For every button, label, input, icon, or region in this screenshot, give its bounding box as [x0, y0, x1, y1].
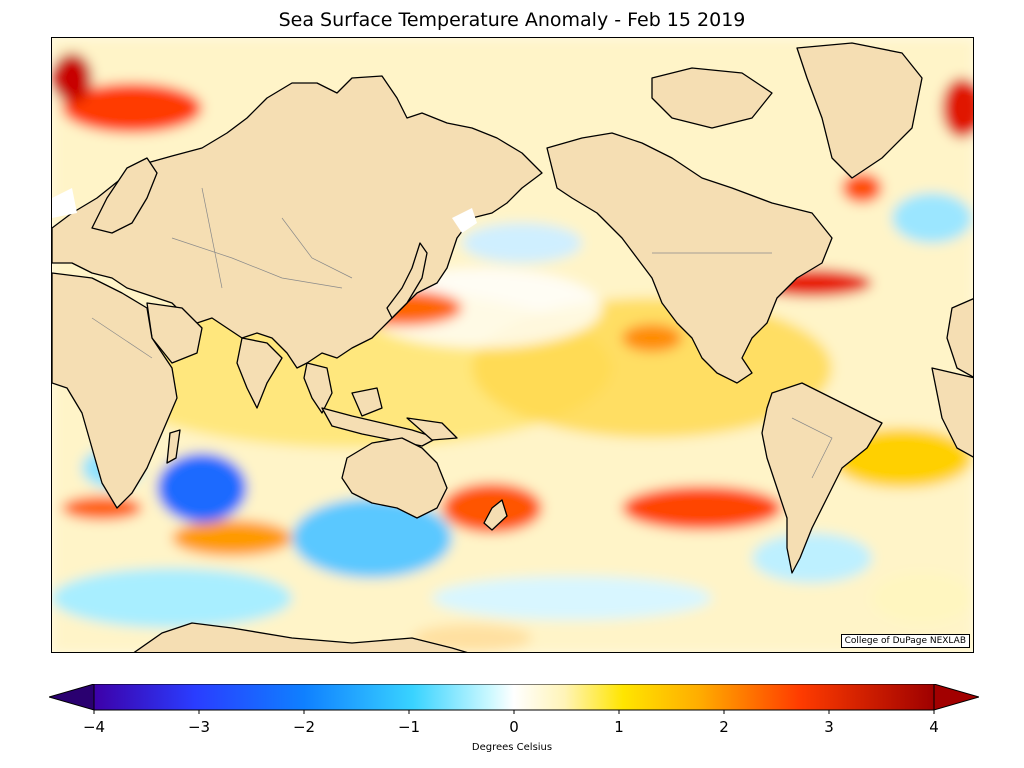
south-america	[761, 382, 883, 574]
colorbar-tick-label: −2	[293, 718, 315, 736]
colorbar-ticks: −4 −3 −2 −1 0 1 2 3 4	[83, 710, 939, 736]
country-borders	[91, 187, 833, 479]
land-masses	[52, 42, 973, 652]
colorbar-tick-label: 4	[929, 718, 939, 736]
africa-right	[931, 367, 973, 458]
sea-ice	[52, 188, 477, 233]
colorbar-gradient	[93, 684, 935, 711]
colorbar-label: Degrees Celsius	[471, 742, 553, 753]
india	[236, 337, 283, 409]
map-canvas	[52, 38, 973, 652]
europe-right	[946, 298, 973, 378]
indochina	[303, 362, 333, 414]
australia	[341, 437, 448, 519]
colorbar-tick-label: −3	[188, 718, 210, 736]
colorbar-tick-label: 3	[824, 718, 834, 736]
colorbar: −4 −3 −2 −1 0 1 2 3 4	[49, 684, 979, 736]
north-america	[546, 132, 833, 384]
arctic-islands	[651, 67, 773, 129]
credit-label: College of DuPage NEXLAB	[840, 634, 970, 648]
africa	[52, 272, 178, 509]
scandinavia	[91, 157, 158, 234]
sst-anomaly-map: College of DuPage NEXLAB	[51, 37, 974, 653]
colorbar-tick-label: 2	[719, 718, 729, 736]
indonesia	[321, 407, 438, 447]
colorbar-tick-label: −4	[83, 718, 105, 736]
colorbar-extend-high	[933, 684, 979, 711]
colorbar-tick-label: 1	[614, 718, 624, 736]
borneo	[351, 387, 383, 417]
colorbar-tick-label: −1	[398, 718, 420, 736]
japan	[386, 242, 428, 319]
antarctica	[133, 622, 468, 652]
madagascar	[166, 429, 181, 464]
greenland	[796, 42, 923, 179]
new-guinea	[406, 417, 458, 441]
chart-title: Sea Surface Temperature Anomaly - Feb 15…	[278, 9, 746, 31]
colorbar-extend-low	[49, 684, 95, 711]
colorbar-tick-label: 0	[509, 718, 519, 736]
new-zealand	[483, 499, 508, 531]
